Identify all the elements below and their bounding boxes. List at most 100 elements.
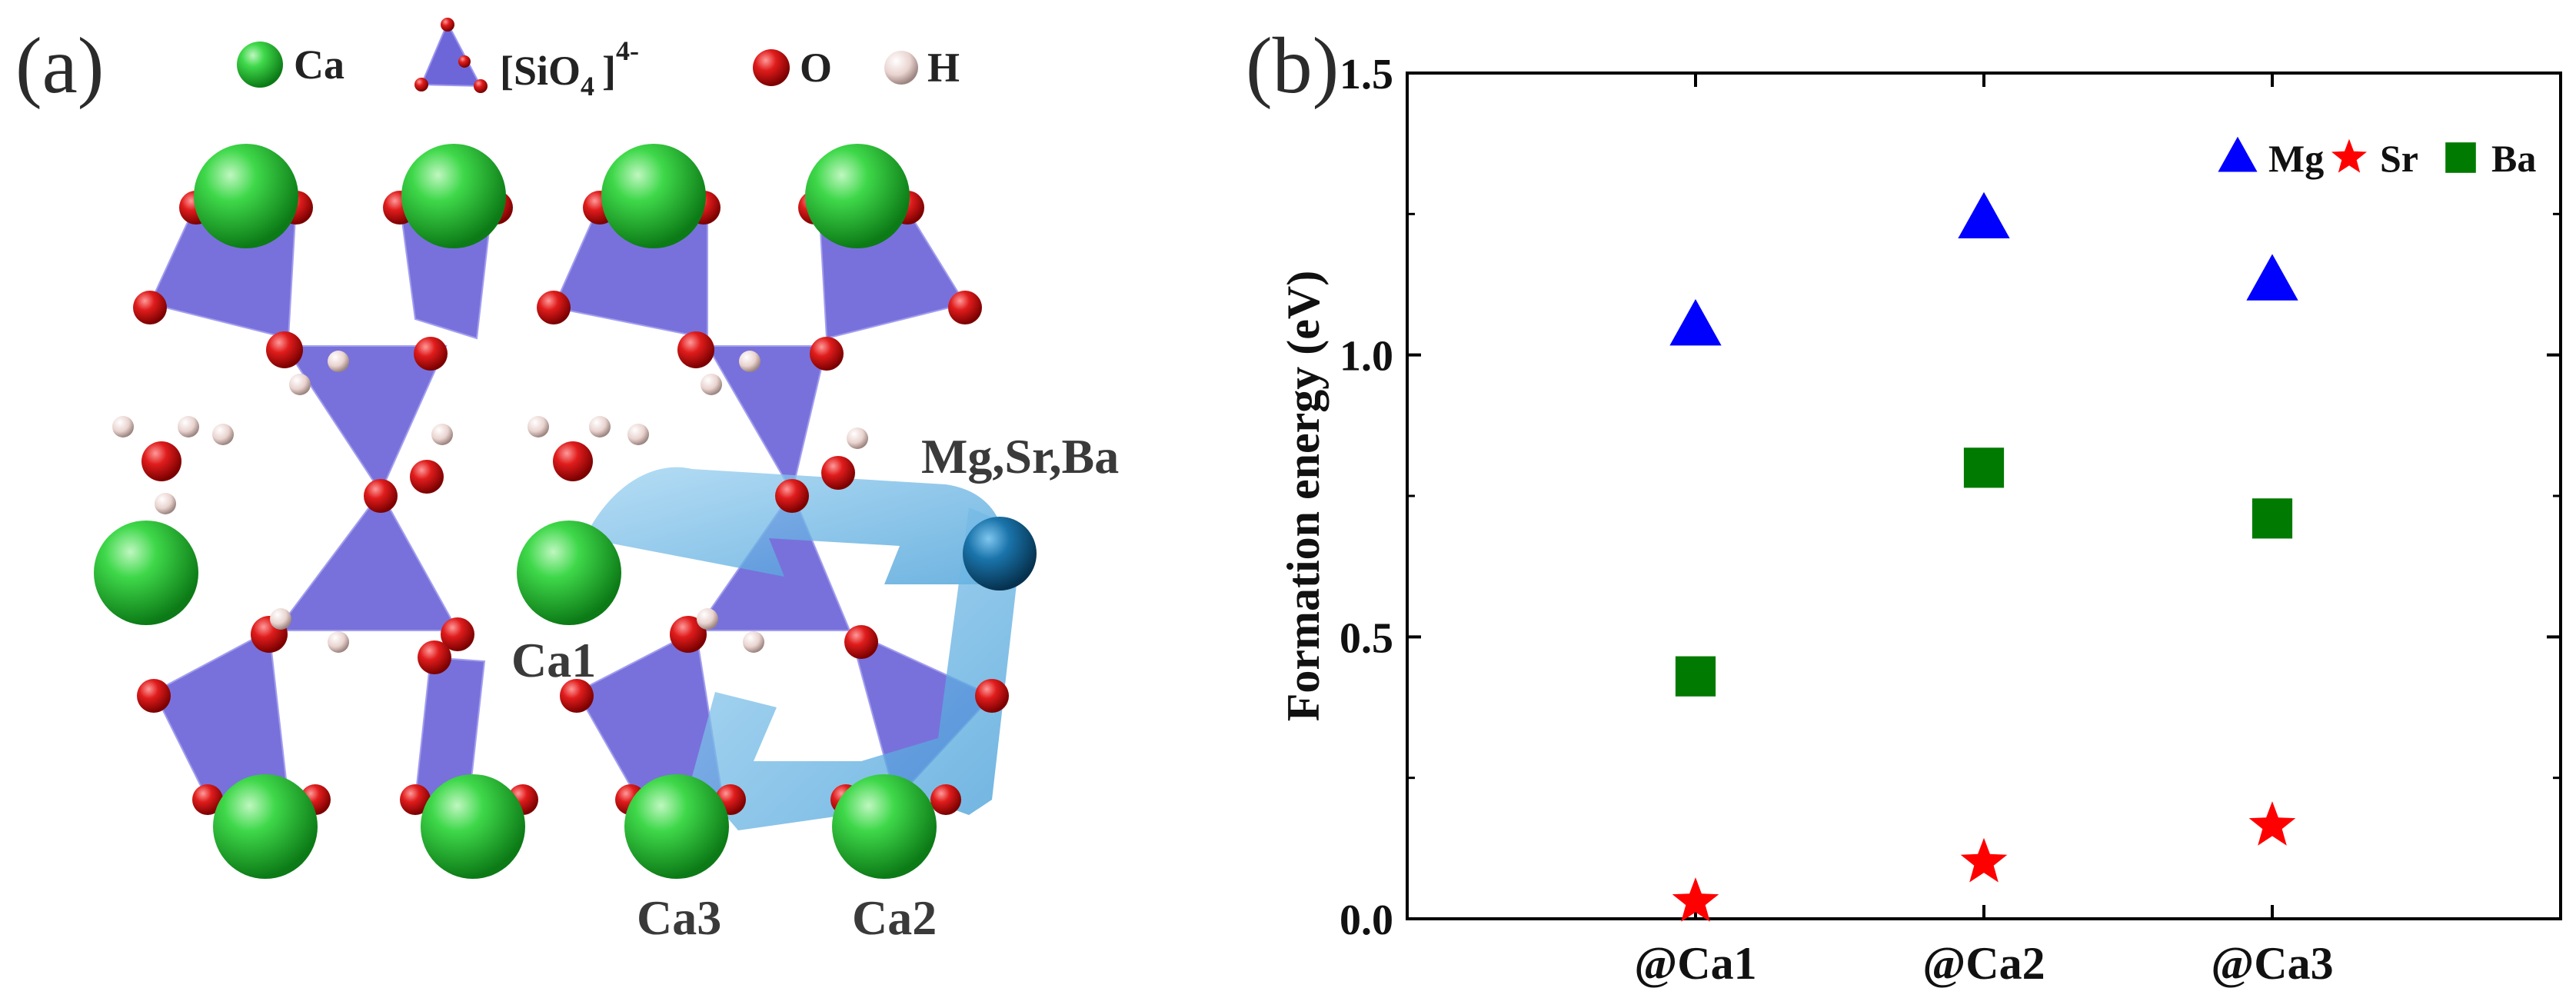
oxygen-atom xyxy=(141,441,181,481)
oxygen-atom xyxy=(400,784,431,815)
y-tick-label: 1.0 xyxy=(1340,333,1393,381)
panel-a-label: (a) xyxy=(15,22,104,110)
oxygen-atom xyxy=(537,291,571,324)
x-tick-label: @Ca3 xyxy=(2211,938,2333,989)
hydrogen-atom xyxy=(155,493,176,514)
data-point-mg xyxy=(1669,299,1722,346)
structure-legend: Ca [SiO4]4- O H xyxy=(237,18,960,101)
data-point-sr xyxy=(2248,801,2296,846)
legend-label-sr: Sr xyxy=(2380,137,2418,180)
structure-panel: (a) Ca [SiO4]4- O H Mg,Sr,Ba Ca1 Ca3 Ca2 xyxy=(0,0,1246,1004)
sio4-tetrahedron xyxy=(283,345,448,494)
hydrogen-atom xyxy=(701,374,722,395)
oxygen-atom xyxy=(137,679,171,713)
oxygen-atom xyxy=(948,291,982,324)
calcium-atom xyxy=(832,774,937,879)
hydrogen-atom xyxy=(270,608,291,630)
data-point-mg xyxy=(2246,254,2298,301)
data-point-mg xyxy=(1958,191,2010,239)
chart-axes: 0.0 0.5 1.0 1.5 @Ca1 @Ca2 @Ca3 xyxy=(1340,51,2562,989)
chart-legend: Mg Sr Ba xyxy=(2218,136,2536,180)
calcium-atom xyxy=(213,774,318,879)
sio4-legend-label: [SiO4]4- xyxy=(500,35,639,101)
oxygen-atom xyxy=(553,441,593,481)
calcium-atom xyxy=(517,521,621,625)
panel-b-label: (b) xyxy=(1246,22,1339,110)
formation-energy-chart: (b) 0.0 0.5 1.0 1.5 @Ca1 @Ca2 @Ca3 Mg Sr Ba Form… xyxy=(1246,22,2562,989)
legend-label-mg: Mg xyxy=(2268,137,2324,180)
h-legend-label: H xyxy=(927,45,960,91)
oxygen-atom xyxy=(266,331,303,368)
site-label-ca1: Ca1 xyxy=(511,633,596,687)
y-tick-label: 0.5 xyxy=(1340,614,1393,662)
hydrogen-atom xyxy=(528,416,549,437)
sio4-tetrahedra xyxy=(148,203,993,802)
structure-figure: (a) Ca [SiO4]4- O H Mg,Sr,Ba Ca1 Ca3 Ca2 xyxy=(15,18,1119,945)
calcium-atom xyxy=(421,774,525,879)
oxygen-atom xyxy=(364,479,398,513)
calcium-atom xyxy=(94,521,198,625)
oxygen-atom xyxy=(192,784,223,815)
calcium-atom xyxy=(194,144,298,248)
sio4-tetrahedron xyxy=(706,345,828,494)
h-legend-icon xyxy=(884,51,918,85)
oxygen-atom xyxy=(133,291,167,324)
oxygen-atom xyxy=(821,456,855,490)
oxygen-atom xyxy=(418,640,451,674)
calcium-atom xyxy=(401,144,506,248)
hydrogen-atom xyxy=(431,424,453,445)
hydrogen-atom xyxy=(112,416,134,437)
hydrogen-atom xyxy=(847,427,868,449)
ca-legend-icon xyxy=(237,42,283,88)
oxygen-atom xyxy=(670,616,707,653)
sio4-tetrahedron xyxy=(152,629,290,800)
y-axis-label: Formation energy (eV) xyxy=(1278,271,1329,721)
ca-legend-label: Ca xyxy=(294,42,344,88)
hydrogen-atom xyxy=(739,351,760,372)
migration-arrows xyxy=(584,467,1023,830)
x-tick-label: @Ca1 xyxy=(1634,938,1756,989)
data-point-ba xyxy=(1675,656,1716,697)
calcium-atom xyxy=(601,144,706,248)
oxygen-atom xyxy=(844,625,878,659)
hydrogen-atom xyxy=(589,416,611,437)
hydrogen-atom xyxy=(178,416,199,437)
legend-marker-ba xyxy=(2445,142,2476,173)
x-tick-label: @Ca2 xyxy=(1922,938,2045,989)
dopant-atom xyxy=(963,517,1037,590)
data-point-ba xyxy=(2252,498,2293,539)
site-label-ca2: Ca2 xyxy=(852,890,937,945)
chart-marks xyxy=(1669,191,2298,922)
hydrogen-atom xyxy=(289,374,311,395)
calcium-atom xyxy=(624,774,729,879)
migration-arrow xyxy=(692,507,1023,830)
legend-label-ba: Ba xyxy=(2491,137,2536,180)
hydrogen-atom xyxy=(627,424,649,445)
legend-marker-sr xyxy=(2331,138,2367,173)
oxygen-atom xyxy=(410,460,444,494)
sio4-tetrahedron xyxy=(275,491,459,631)
oxygen-atom xyxy=(560,679,594,713)
hydrogen-atom xyxy=(328,351,349,372)
hydrogen-atom xyxy=(697,608,718,630)
hydrogen-atom xyxy=(328,631,349,653)
oxygen-atom xyxy=(414,337,448,371)
y-tick-label: 1.5 xyxy=(1340,51,1393,98)
oxygen-atom xyxy=(975,679,1009,713)
hydrogen-atom xyxy=(743,631,764,653)
data-point-sr xyxy=(1960,837,2008,883)
chart-panel: (b) 0.0 0.5 1.0 1.5 @Ca1 @Ca2 @Ca3 Mg Sr Ba Form… xyxy=(1246,0,2576,1004)
calcium-atom xyxy=(805,144,910,248)
site-label-dopant: Mg,Sr,Ba xyxy=(921,429,1119,484)
calcium-atoms xyxy=(94,144,937,879)
sio4-legend-icon xyxy=(414,18,488,93)
oxygen-atom xyxy=(810,337,844,371)
legend-marker-mg xyxy=(2218,136,2258,172)
hydrogen-atom xyxy=(212,424,234,445)
oxygen-atom xyxy=(677,331,714,368)
migration-arrow xyxy=(584,467,1006,584)
o-legend-label: O xyxy=(800,45,832,91)
data-point-ba xyxy=(1963,447,2005,488)
oxygen-atom xyxy=(775,479,809,513)
y-tick-label: 0.0 xyxy=(1340,897,1393,944)
